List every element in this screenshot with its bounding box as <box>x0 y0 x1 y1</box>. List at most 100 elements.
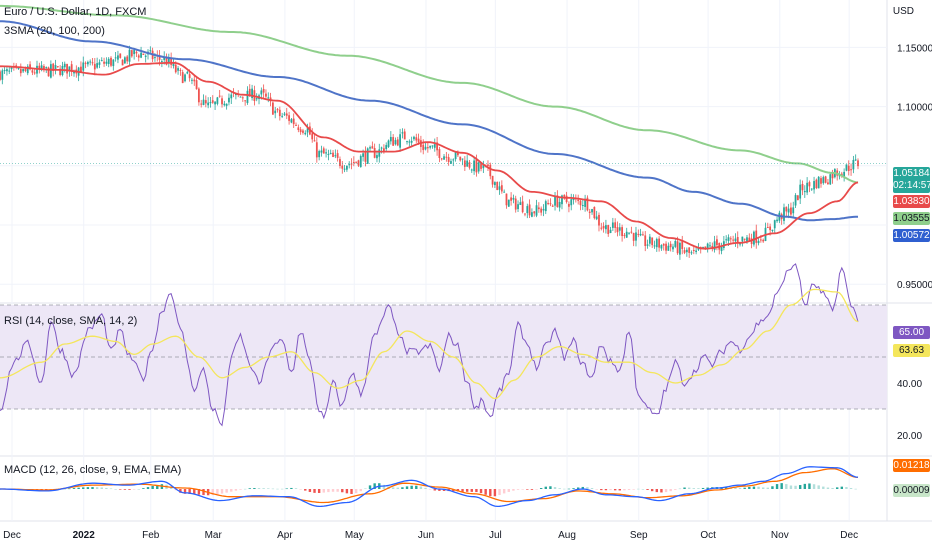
histogram-bar <box>299 489 302 490</box>
candle-body <box>755 230 758 243</box>
candle-body <box>167 57 170 64</box>
histogram-bar <box>290 487 293 489</box>
candle-body <box>369 147 371 149</box>
candle-body <box>181 72 184 84</box>
candle-body <box>463 160 466 167</box>
candle-body <box>831 172 834 179</box>
candle-body <box>533 211 536 214</box>
candle-body <box>489 164 492 177</box>
time-axis-label: Feb <box>142 530 160 541</box>
time-axis-label: Oct <box>700 530 716 541</box>
candle-body <box>223 103 226 106</box>
candle-body <box>22 69 25 72</box>
candle-body <box>130 50 133 57</box>
candle-body <box>591 209 593 213</box>
candle-body <box>63 63 66 68</box>
price-tick-label: 1.10000 <box>897 103 932 114</box>
candle-body <box>443 156 445 160</box>
histogram-bar <box>68 488 71 490</box>
candle-body <box>438 149 441 158</box>
candle-body <box>100 60 103 62</box>
histogram-bar <box>331 489 335 492</box>
histogram-bar <box>271 488 275 490</box>
histogram-bar <box>840 486 844 489</box>
candle-body <box>179 69 182 71</box>
histogram-bar <box>253 488 256 489</box>
candle-body <box>406 141 408 143</box>
rsi-ma-badge: 63.63 <box>893 344 930 357</box>
histogram-bar <box>382 484 386 489</box>
histogram-bar <box>336 489 339 492</box>
histogram-bar <box>327 489 330 493</box>
histogram-bar <box>854 488 857 490</box>
candle-body <box>669 243 672 248</box>
candle-body <box>558 201 561 208</box>
candle-body <box>184 74 186 82</box>
candle-body <box>373 148 376 158</box>
candle-body <box>785 206 788 212</box>
histogram-bar <box>183 489 187 494</box>
candle-body <box>803 190 806 193</box>
candle-body <box>93 63 96 70</box>
candle-body <box>202 99 205 105</box>
last-price-badge: 1.05184 02:14:57 <box>893 167 932 193</box>
candle-body <box>736 237 739 244</box>
candle-body <box>794 195 797 206</box>
candle-body <box>352 162 355 164</box>
sma-indicator-label[interactable]: 3SMA (20, 100, 200) <box>4 25 105 37</box>
candle-body <box>228 97 230 103</box>
candle-body <box>817 176 820 189</box>
candle-body <box>581 205 584 207</box>
candle-body <box>711 245 714 249</box>
candle-body <box>845 164 848 171</box>
rsi-indicator-label[interactable]: RSI (14, close, SMA, 14, 2) <box>4 315 138 327</box>
candle-body <box>355 161 358 163</box>
symbol-title: Euro / U.S. Dollar, 1D, FXCM <box>4 6 147 18</box>
candle-body <box>521 201 524 213</box>
time-axis-label: Aug <box>558 530 576 541</box>
macd-indicator-label[interactable]: MACD (12, 26, close, 9, EMA, EMA) <box>4 464 182 476</box>
candle-body <box>482 164 485 169</box>
time-axis-label: Apr <box>277 530 293 541</box>
candle-body <box>602 225 605 229</box>
histogram-bar <box>706 487 709 489</box>
histogram-bar <box>308 489 312 492</box>
candle-body <box>123 57 126 64</box>
candle-body <box>507 199 510 207</box>
candle-body <box>494 182 496 186</box>
candle-body <box>808 182 811 187</box>
candle-body <box>38 65 41 70</box>
histogram-bar <box>780 483 783 489</box>
histogram-bar <box>202 489 205 496</box>
candle-body <box>341 165 344 169</box>
candle-body <box>313 140 316 142</box>
candle-body <box>304 132 307 135</box>
candle-body <box>107 58 110 65</box>
candle-body <box>450 161 452 164</box>
candle-body <box>526 206 529 214</box>
histogram-bar <box>687 487 691 489</box>
candle-body <box>556 195 559 207</box>
candle-body <box>332 152 334 158</box>
candle-body <box>815 179 818 189</box>
histogram-bar <box>234 489 238 491</box>
histogram-bar <box>757 486 760 489</box>
histogram-bar <box>738 487 742 489</box>
histogram-bar <box>142 488 145 489</box>
candle-body <box>322 148 325 154</box>
candle-body <box>635 232 637 241</box>
histogram-bar <box>683 487 686 489</box>
candle-body <box>82 62 85 71</box>
sma100-badge: 1.00572 <box>893 229 930 242</box>
candle-body <box>433 144 436 148</box>
histogram-bar <box>627 489 631 490</box>
candle-body <box>239 96 242 98</box>
last-price-value: 1.05184 <box>893 168 930 179</box>
candle-body <box>343 168 346 170</box>
candle-body <box>142 53 145 55</box>
candle-body <box>394 140 397 145</box>
candle-body <box>491 175 494 185</box>
candle-body <box>230 94 233 99</box>
candle-body <box>709 245 711 247</box>
